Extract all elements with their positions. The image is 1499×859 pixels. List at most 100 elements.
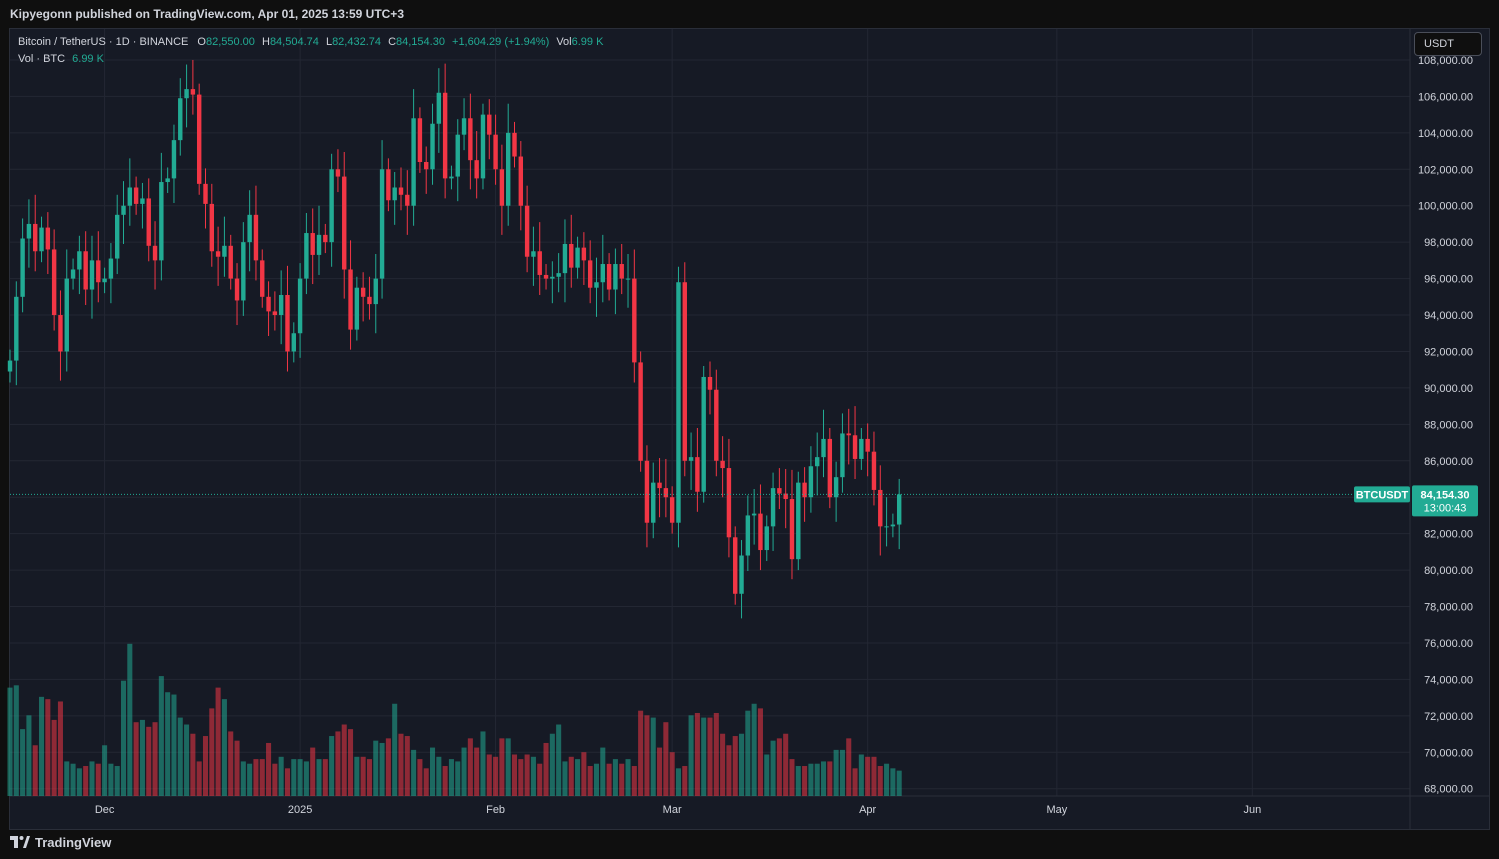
volume-bar <box>511 754 518 796</box>
last-price-label: 84,154.30 <box>1421 489 1470 501</box>
time-tick-label: Dec <box>95 804 115 816</box>
candle-body <box>171 140 177 179</box>
candle-body <box>821 438 826 458</box>
volume-bar <box>789 759 795 796</box>
volume-bar <box>366 759 372 796</box>
volume-bar <box>783 733 789 796</box>
candle-body <box>789 499 795 560</box>
candle-body <box>430 123 435 170</box>
price-tick-label: 100,000.00 <box>1418 201 1473 213</box>
high-value: 84,504.74 <box>269 36 319 48</box>
low-value: 82,432.74 <box>332 36 381 48</box>
price-tick-label: 78,000.00 <box>1424 602 1473 614</box>
candle-body <box>215 251 221 257</box>
volume-bar <box>120 680 127 796</box>
candle-body <box>424 161 429 170</box>
volume-bar <box>745 710 751 796</box>
candle-body <box>379 169 385 279</box>
volume-series-label[interactable]: Vol · BTC <box>18 53 66 65</box>
candle-body <box>594 282 599 288</box>
candle-body <box>297 278 303 334</box>
candle-body <box>367 296 372 305</box>
volume-bar <box>896 770 902 796</box>
grid-lines <box>10 29 1489 829</box>
chart-frame[interactable] <box>9 28 1490 830</box>
candle-body <box>20 238 25 297</box>
candle-body <box>285 294 290 352</box>
volume-bar <box>139 719 145 796</box>
price-tick-label: 72,000.00 <box>1424 711 1473 723</box>
candle-body <box>487 114 492 135</box>
candle-body <box>531 251 536 257</box>
price-tick-label: 106,000.00 <box>1418 91 1473 103</box>
open-label: O <box>197 36 206 48</box>
candle-body <box>480 114 486 179</box>
volume-bar <box>442 766 448 796</box>
candle-body <box>682 282 687 461</box>
volume-bar <box>13 685 19 796</box>
candle-body <box>865 438 870 452</box>
volume-bar <box>764 754 770 796</box>
price-tick-label: 88,000.00 <box>1424 419 1473 431</box>
price-tick-label: 68,000.00 <box>1424 784 1473 796</box>
candle-body <box>524 205 530 257</box>
candle-body <box>398 187 404 195</box>
volume-bar <box>95 763 101 796</box>
candle-body <box>58 315 63 352</box>
price-tick-label: 108,000.00 <box>1418 55 1473 67</box>
candle-body <box>632 278 637 363</box>
volume-bar <box>600 747 606 796</box>
volume-bar <box>593 763 600 796</box>
volume-bar <box>657 747 663 796</box>
candle-body <box>669 497 675 523</box>
volume-bar <box>146 726 152 796</box>
candle-body <box>310 233 315 255</box>
volume-bar <box>707 717 713 796</box>
candle-body <box>505 132 511 206</box>
volume-bar <box>234 740 240 796</box>
volume-bar <box>102 745 108 796</box>
candle-body <box>342 176 347 270</box>
candle-body <box>241 242 246 301</box>
volume-bar <box>467 738 473 796</box>
candle-body <box>323 234 328 243</box>
volume-bar <box>76 768 82 796</box>
symbol-label[interactable]: Bitcoin / TetherUS · 1D · BINANCE <box>18 36 189 48</box>
volume-bar <box>423 768 429 796</box>
volume-bar <box>253 759 259 796</box>
price-tick-label: 102,000.00 <box>1418 164 1473 176</box>
volume-bar <box>45 699 51 796</box>
volume-bar <box>133 722 139 796</box>
candle-body <box>651 482 656 523</box>
volume-bar <box>64 761 70 796</box>
candle-body <box>745 515 751 556</box>
volume-bar <box>20 729 26 796</box>
time-tick-label: Jun <box>1243 804 1261 816</box>
candle-body <box>247 214 252 243</box>
volume-bar <box>272 763 278 796</box>
time-tick-label: Apr <box>859 804 876 816</box>
volume-bar <box>612 759 618 796</box>
currency-button[interactable]: USDT <box>1414 32 1482 56</box>
volume-bars <box>7 643 902 796</box>
volume-bar <box>26 715 32 796</box>
candle-body <box>83 251 88 290</box>
candle-body <box>714 389 719 461</box>
volume-bar <box>474 747 480 796</box>
volume-bar <box>890 768 896 796</box>
candle-body <box>751 513 757 516</box>
volume-bar <box>39 696 45 796</box>
volume-bar <box>184 724 190 796</box>
volume-bar <box>638 710 644 796</box>
volume-bar <box>360 756 366 796</box>
price-tick-label: 82,000.00 <box>1424 529 1473 541</box>
volume-bar <box>493 756 499 796</box>
high-label: H <box>261 36 270 48</box>
volume-bar <box>417 759 423 796</box>
price-tick-label: 76,000.00 <box>1424 638 1473 650</box>
footer-brand[interactable]: TradingView <box>10 832 111 852</box>
candle-body <box>499 169 505 206</box>
candle-body <box>884 526 889 528</box>
volume-bar <box>152 722 158 796</box>
